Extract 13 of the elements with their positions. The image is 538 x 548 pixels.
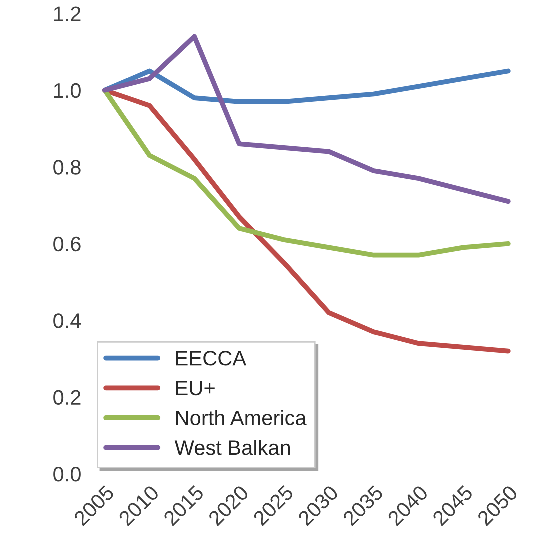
y-tick-label: 1.0 <box>54 83 81 98</box>
y-tick-label: 0.8 <box>54 160 81 175</box>
legend-label: West Balkan <box>174 440 290 456</box>
y-tick-label: 1.2 <box>54 6 81 22</box>
y-tick-label: 0.6 <box>54 236 81 252</box>
legend-label: EECCA <box>176 351 247 366</box>
legend-label: EU+ <box>176 381 215 396</box>
line-series <box>102 34 511 204</box>
y-tick-label: 0.0 <box>54 467 81 482</box>
y-tick-label: 0.4 <box>54 314 82 328</box>
y-tick-label: 0.2 <box>54 390 81 406</box>
line-series <box>102 68 511 104</box>
legend-label: North America <box>176 410 307 426</box>
